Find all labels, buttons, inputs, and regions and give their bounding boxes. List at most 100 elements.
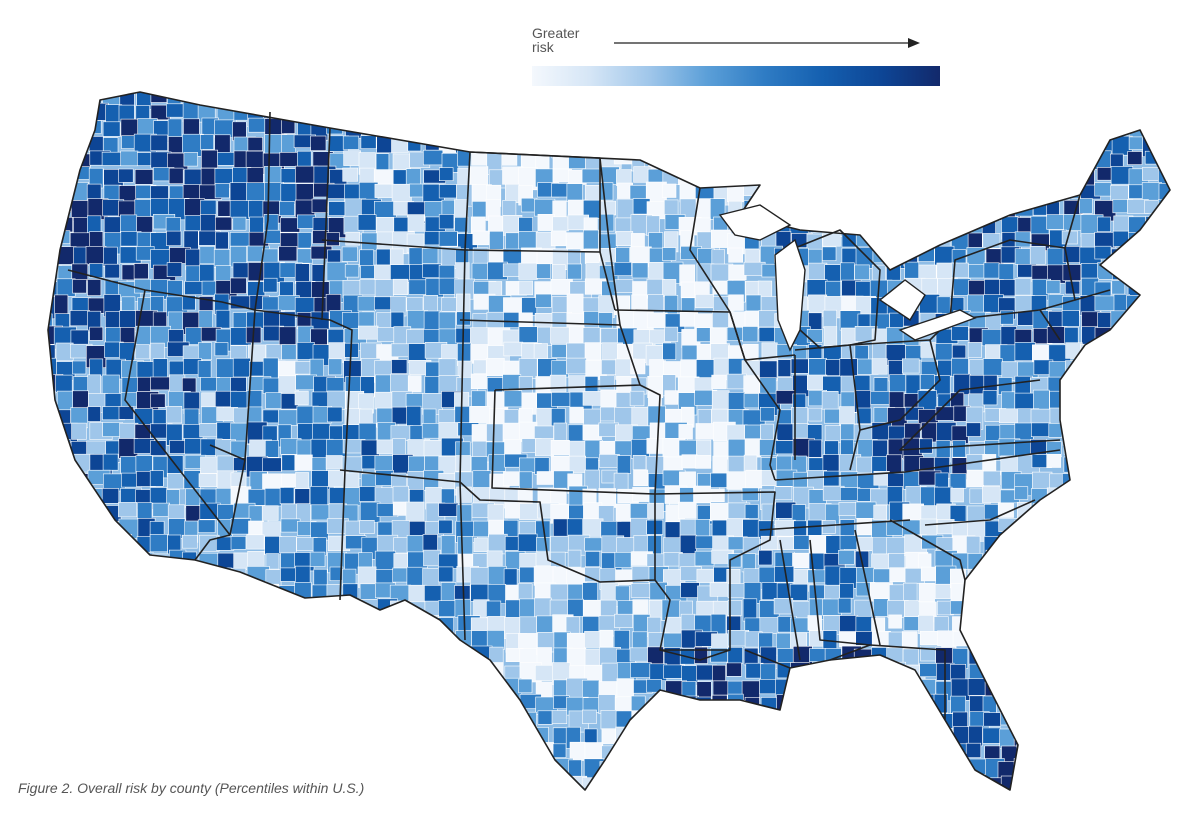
county-cell xyxy=(567,134,591,153)
county-cell xyxy=(55,646,71,665)
county-cell xyxy=(214,92,232,106)
county-cell xyxy=(937,519,955,535)
county-cell xyxy=(311,198,329,213)
county-cell xyxy=(694,313,714,330)
county-cell xyxy=(873,794,891,808)
county-cell xyxy=(486,550,503,568)
county-cell xyxy=(711,374,727,390)
county-cell xyxy=(1062,661,1082,684)
county-cell xyxy=(854,680,871,696)
county-cell xyxy=(69,310,90,327)
county-cell xyxy=(406,630,427,646)
county-cell xyxy=(712,664,726,682)
county-cell xyxy=(502,774,521,790)
county-cell xyxy=(966,583,984,605)
county-cell xyxy=(392,774,414,790)
county-cell xyxy=(807,199,828,218)
county-cell xyxy=(841,794,862,812)
county-cell xyxy=(1159,792,1180,810)
county-cell xyxy=(710,613,727,635)
county-cell xyxy=(230,277,247,294)
county-cell xyxy=(1078,472,1101,492)
county-cell xyxy=(824,151,844,170)
county-cell xyxy=(1014,231,1031,248)
county-cell xyxy=(999,569,1017,589)
county-cell xyxy=(53,742,77,761)
county-cell xyxy=(1095,422,1116,437)
county-cell xyxy=(343,697,366,714)
county-cell xyxy=(790,729,806,745)
county-cell xyxy=(661,151,677,172)
county-cell xyxy=(1065,519,1087,542)
county-cell xyxy=(1000,105,1016,126)
county-cell xyxy=(984,745,1001,761)
county-cell xyxy=(184,677,200,693)
county-cell xyxy=(549,374,567,393)
county-cell xyxy=(759,729,778,748)
county-cell xyxy=(1032,344,1049,362)
county-cell xyxy=(534,136,550,154)
county-cell xyxy=(1110,329,1132,352)
county-cell xyxy=(1030,631,1049,655)
county-cell xyxy=(889,374,907,393)
county-cell xyxy=(1033,166,1053,185)
county-cell xyxy=(727,744,745,765)
county-cell xyxy=(392,118,406,137)
county-cell xyxy=(438,553,460,569)
county-cell xyxy=(871,728,893,748)
county-cell xyxy=(903,136,922,155)
county-cell xyxy=(888,198,903,213)
county-cell xyxy=(1174,153,1190,166)
county-cell xyxy=(584,648,602,668)
county-cell xyxy=(663,104,679,127)
county-cell xyxy=(745,469,763,489)
county-cell xyxy=(823,182,845,199)
county-cell xyxy=(1127,408,1143,424)
county-cell xyxy=(853,423,873,441)
county-cell xyxy=(184,760,201,781)
county-cell xyxy=(54,313,70,329)
county-cell xyxy=(104,615,126,634)
county-cell xyxy=(1142,502,1163,519)
county-cell xyxy=(1145,615,1164,639)
county-cell xyxy=(294,263,310,284)
county-cell xyxy=(710,92,727,111)
county-cell xyxy=(215,757,234,774)
county-cell xyxy=(86,631,106,647)
county-cell xyxy=(600,775,621,790)
county-cell xyxy=(48,392,56,414)
county-cell xyxy=(166,598,184,614)
county-cell xyxy=(1158,280,1170,302)
county-cell xyxy=(1030,759,1053,774)
county-cell xyxy=(1079,662,1098,683)
county-cell xyxy=(519,521,538,536)
county-cell xyxy=(1013,681,1032,701)
county-cell xyxy=(967,791,984,808)
county-cell xyxy=(328,760,349,779)
county-cell xyxy=(86,536,106,557)
county-cell xyxy=(807,569,827,584)
county-cell xyxy=(71,534,89,549)
county-cell xyxy=(390,600,409,621)
county-cell xyxy=(1142,92,1157,108)
county-cell xyxy=(678,501,697,519)
county-cell xyxy=(230,472,247,487)
county-cell xyxy=(246,710,263,732)
county-cell xyxy=(105,695,124,718)
county-cell xyxy=(438,214,455,230)
county-cell xyxy=(1109,743,1133,760)
county-cell xyxy=(1145,566,1161,589)
county-cell xyxy=(249,583,265,607)
county-cell xyxy=(1176,248,1192,269)
county-cell xyxy=(393,791,411,813)
county-cell xyxy=(245,600,261,617)
county-cell xyxy=(119,664,139,683)
county-cell xyxy=(54,457,73,477)
county-cell xyxy=(471,680,486,696)
county-cell xyxy=(1062,423,1086,446)
county-cell xyxy=(281,344,297,360)
county-cell xyxy=(1048,423,1063,438)
county-cell xyxy=(999,279,1018,297)
county-cell xyxy=(408,247,424,266)
county-cell xyxy=(246,534,265,550)
